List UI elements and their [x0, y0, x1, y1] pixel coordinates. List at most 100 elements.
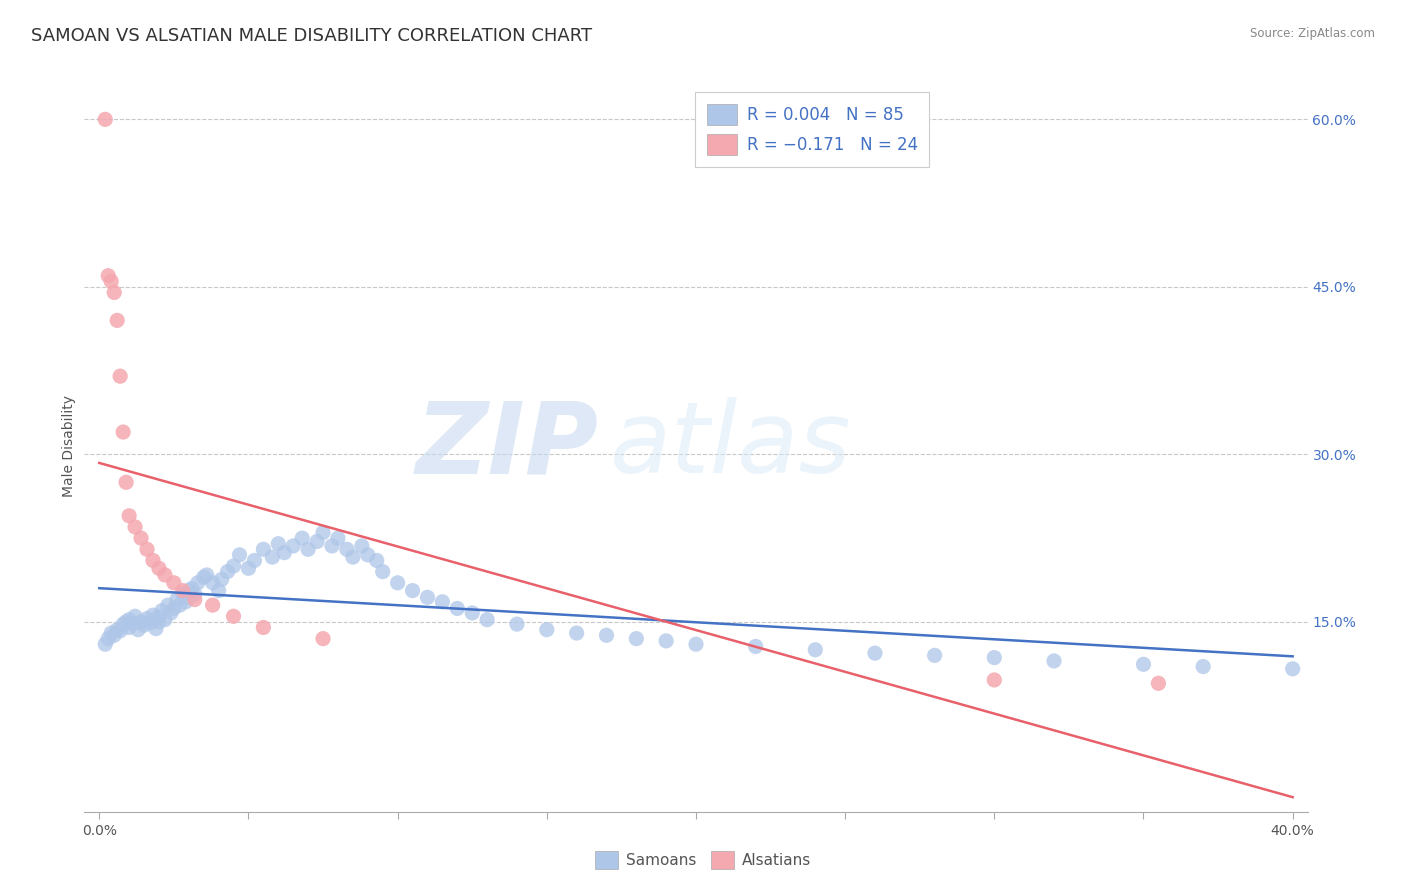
Point	[127, 623, 149, 637]
Point	[283, 539, 305, 553]
Point	[321, 539, 343, 553]
Point	[97, 632, 120, 646]
Point	[804, 642, 827, 657]
Point	[1281, 662, 1303, 676]
Point	[172, 583, 194, 598]
Point	[118, 508, 141, 523]
Point	[105, 623, 128, 637]
Legend: Samoans, Alsatians: Samoans, Alsatians	[589, 845, 817, 875]
Point	[103, 628, 125, 642]
Point	[350, 539, 373, 553]
Point	[312, 632, 335, 646]
Point	[342, 550, 364, 565]
Point	[207, 583, 229, 598]
Point	[184, 592, 207, 607]
Point	[983, 673, 1005, 687]
Point	[222, 559, 245, 574]
Point	[461, 606, 484, 620]
Point	[536, 623, 558, 637]
Legend: R = 0.004   N = 85, R = −0.171   N = 24: R = 0.004 N = 85, R = −0.171 N = 24	[695, 92, 929, 167]
Point	[136, 611, 159, 625]
Point	[228, 548, 250, 562]
Point	[252, 620, 274, 634]
Point	[297, 542, 319, 557]
Point	[655, 633, 678, 648]
Point	[100, 274, 122, 288]
Point	[357, 548, 380, 562]
Point	[863, 646, 886, 660]
Point	[145, 622, 167, 636]
Point	[401, 583, 423, 598]
Point	[387, 575, 409, 590]
Point	[983, 650, 1005, 665]
Point	[595, 628, 617, 642]
Point	[262, 550, 284, 565]
Point	[129, 531, 152, 545]
Point	[129, 615, 152, 629]
Point	[1043, 654, 1066, 668]
Point	[177, 583, 200, 598]
Point	[506, 617, 529, 632]
Point	[169, 598, 191, 612]
Point	[371, 565, 394, 579]
Point	[103, 285, 125, 300]
Point	[1192, 659, 1215, 673]
Point	[166, 592, 188, 607]
Point	[222, 609, 245, 624]
Point	[217, 565, 239, 579]
Text: ZIP: ZIP	[415, 398, 598, 494]
Point	[172, 587, 194, 601]
Point	[139, 615, 162, 630]
Point	[187, 575, 209, 590]
Point	[252, 542, 274, 557]
Point	[132, 618, 155, 632]
Point	[156, 598, 179, 612]
Point	[100, 626, 122, 640]
Point	[211, 573, 233, 587]
Text: Source: ZipAtlas.com: Source: ZipAtlas.com	[1250, 27, 1375, 40]
Point	[118, 620, 141, 634]
Point	[97, 268, 120, 283]
Point	[142, 553, 165, 567]
Point	[150, 604, 173, 618]
Point	[565, 626, 588, 640]
Point	[112, 617, 135, 632]
Point	[108, 369, 131, 384]
Point	[924, 648, 946, 663]
Point	[238, 561, 260, 575]
Point	[267, 537, 290, 551]
Point	[118, 613, 141, 627]
Point	[108, 624, 131, 638]
Point	[174, 595, 197, 609]
Point	[1147, 676, 1170, 690]
Point	[416, 591, 439, 605]
Point	[475, 613, 498, 627]
Point	[148, 609, 170, 624]
Point	[124, 609, 146, 624]
Point	[163, 601, 186, 615]
Point	[626, 632, 648, 646]
Point	[685, 637, 707, 651]
Point	[201, 598, 224, 612]
Point	[195, 568, 218, 582]
Point	[291, 531, 314, 545]
Point	[307, 534, 329, 549]
Point	[193, 570, 215, 584]
Point	[160, 606, 183, 620]
Point	[201, 575, 224, 590]
Point	[432, 595, 454, 609]
Point	[273, 546, 295, 560]
Point	[180, 582, 202, 596]
Point	[94, 112, 117, 127]
Point	[124, 520, 146, 534]
Point	[136, 542, 159, 557]
Point	[326, 531, 349, 545]
Point	[163, 575, 186, 590]
Point	[366, 553, 388, 567]
Point	[115, 475, 138, 490]
Point	[153, 613, 176, 627]
Point	[148, 561, 170, 575]
Text: atlas: atlas	[610, 398, 852, 494]
Point	[148, 615, 170, 629]
Point	[153, 568, 176, 582]
